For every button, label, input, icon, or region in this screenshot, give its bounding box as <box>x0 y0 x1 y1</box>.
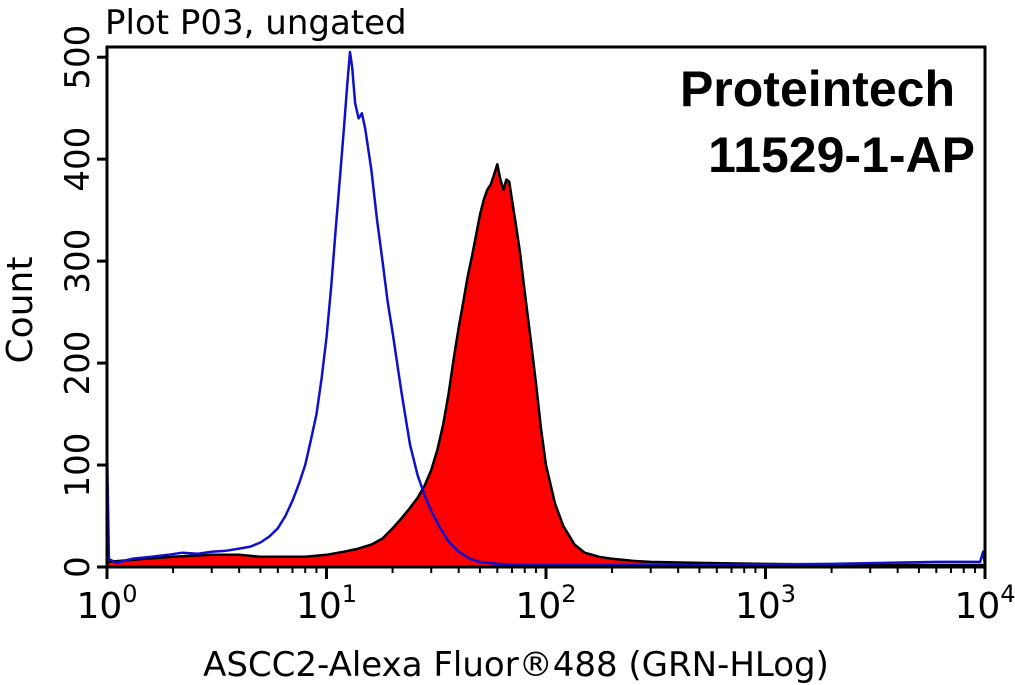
catalog-annotation: 11529-1-AP <box>708 127 975 183</box>
x-tick-label: 103 <box>735 580 796 627</box>
x-tick-label: 100 <box>76 580 137 627</box>
control-histogram-line <box>105 50 987 567</box>
series-layer <box>105 50 987 569</box>
x-tick-label: 104 <box>954 580 1015 627</box>
x-axis-label: ASCC2-Alexa Fluor®488 (GRN-HLog) <box>203 645 829 685</box>
y-tick-label: 400 <box>58 127 98 192</box>
y-tick-label: 300 <box>58 229 98 294</box>
plot-title: Plot P03, ungated <box>105 3 407 43</box>
x-tick-label: 101 <box>296 580 357 627</box>
y-tick-label: 500 <box>58 25 98 90</box>
x-tick-label: 102 <box>515 580 576 627</box>
brand-annotation: Proteintech <box>680 61 955 117</box>
stained-histogram-area <box>105 163 987 569</box>
y-axis-label: Count <box>0 257 41 364</box>
y-tick-label: 100 <box>58 433 98 498</box>
y-tick-label: 0 <box>58 556 98 578</box>
y-tick-label: 200 <box>58 331 98 396</box>
